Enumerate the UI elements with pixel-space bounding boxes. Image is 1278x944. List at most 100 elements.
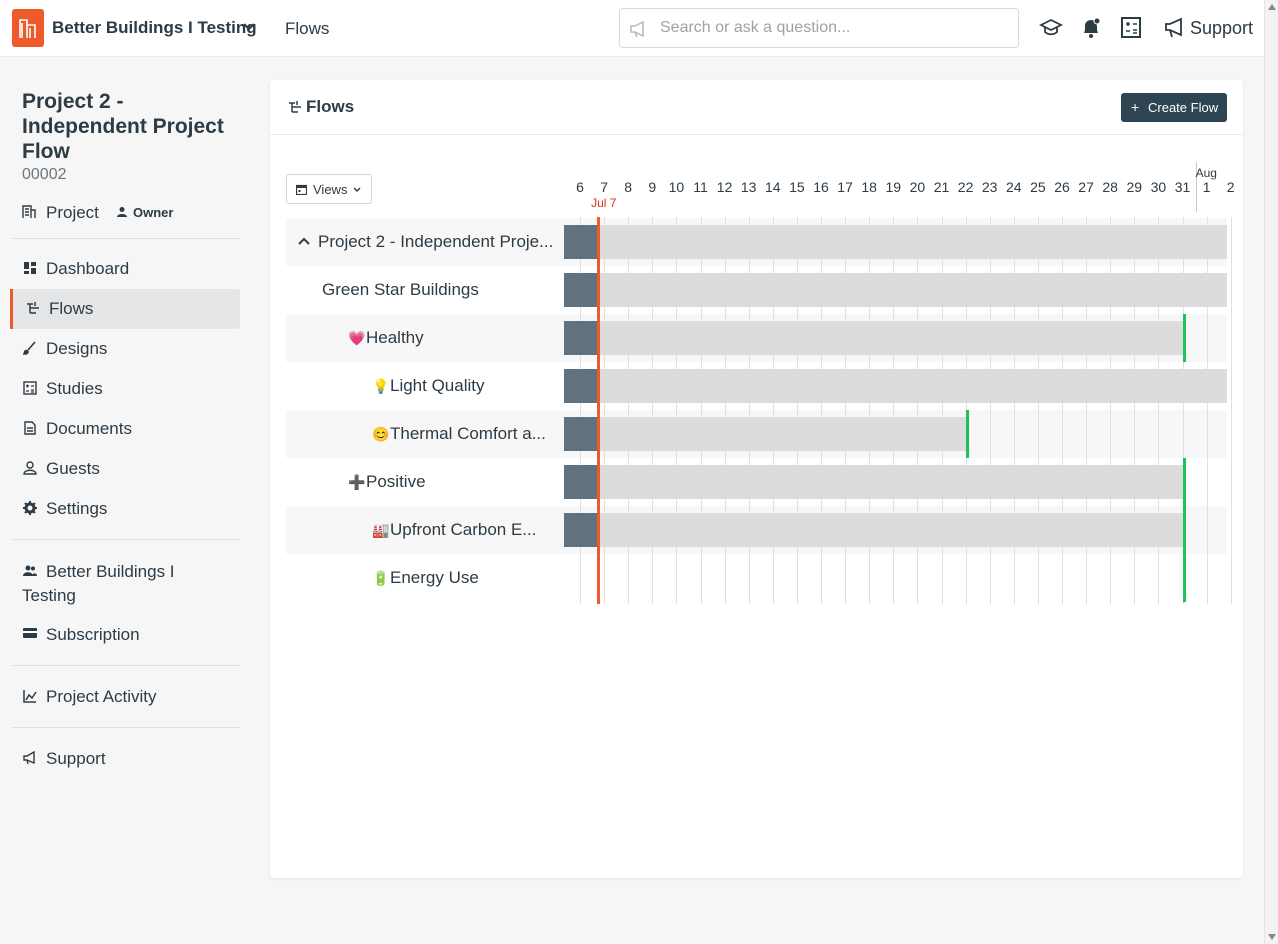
- grid-line: [604, 217, 606, 604]
- sidebar-item-guests[interactable]: Guests: [10, 449, 240, 489]
- gantt-bar-remaining[interactable]: [599, 225, 1227, 259]
- megaphone-icon: [23, 751, 35, 765]
- gantt-bar-elapsed[interactable]: [564, 321, 599, 355]
- logo-icon[interactable]: [12, 9, 44, 47]
- document-icon: [24, 421, 36, 435]
- sidebar-item-dashboard[interactable]: Dashboard: [10, 249, 240, 289]
- chevron-up-icon[interactable]: [298, 236, 310, 246]
- month-label: Aug: [1195, 166, 1217, 180]
- sidebar-item-organization[interactable]: Better Buildings I Testing: [22, 562, 175, 605]
- date-label: 12: [716, 179, 733, 195]
- date-label: 13: [740, 179, 757, 195]
- grid-line: [748, 217, 750, 604]
- gantt-bar-elapsed[interactable]: [564, 369, 599, 403]
- views-dropdown[interactable]: Views: [286, 174, 372, 204]
- grid-line: [1158, 217, 1160, 604]
- date-label: 18: [861, 179, 877, 195]
- grid-line: [700, 217, 702, 604]
- date-label: 25: [1030, 179, 1046, 195]
- today-label: Jul 7: [591, 196, 617, 210]
- graduation-cap-icon[interactable]: [1039, 16, 1063, 40]
- calculator-icon: [23, 381, 37, 395]
- users-icon: [23, 565, 37, 576]
- flows-card: Flows + Create Flow Views 6 7 8 9 10 11 12 13 14…: [270, 80, 1243, 878]
- gantt-bar-remaining[interactable]: [599, 465, 1184, 499]
- search-box[interactable]: [619, 8, 1019, 48]
- flow-row-label[interactable]: Project 2 - Independent Proje...: [298, 232, 553, 252]
- sidebar-item-support[interactable]: Support: [10, 739, 240, 779]
- date-label: 16: [813, 179, 829, 195]
- date-label: 6: [576, 179, 584, 195]
- date-label: 28: [1102, 179, 1118, 195]
- gantt-bar-elapsed[interactable]: [564, 417, 599, 451]
- sidebar-item-subscription[interactable]: Subscription: [10, 615, 240, 655]
- flow-emoji-icon: 🔋: [372, 570, 390, 586]
- flow-row-label[interactable]: 💡Light Quality: [372, 376, 485, 395]
- gantt-bar-elapsed[interactable]: [564, 273, 599, 307]
- sidebar-item-project-activity[interactable]: Project Activity: [10, 677, 240, 717]
- date-label: 9: [648, 179, 657, 195]
- gantt-bar-elapsed[interactable]: [564, 513, 599, 547]
- sidebar-divider: [12, 665, 240, 666]
- flow-row-label[interactable]: 😊Thermal Comfort a...: [372, 424, 546, 443]
- sidebar-item-documents[interactable]: Documents: [10, 409, 240, 449]
- deadline-marker: [1182, 506, 1186, 554]
- date-label: 10: [668, 179, 685, 195]
- section-title: Flows: [285, 19, 330, 38]
- flow-row-label[interactable]: 🔋Energy Use: [372, 568, 479, 587]
- create-flow-button[interactable]: + Create Flow: [1121, 93, 1227, 122]
- search-input[interactable]: [660, 17, 1010, 39]
- date-label: 31: [1174, 179, 1191, 195]
- flow-row-label[interactable]: Green Star Buildings: [322, 280, 479, 299]
- deadline-marker: [965, 410, 969, 458]
- flow-emoji-icon: 💗: [348, 330, 366, 346]
- bell-icon[interactable]: [1080, 16, 1102, 40]
- flow-row-label[interactable]: 💗Healthy: [348, 328, 424, 347]
- building-icon: [22, 205, 36, 218]
- date-label: 30: [1150, 179, 1167, 195]
- gantt-bar-elapsed[interactable]: [564, 465, 599, 499]
- sidebar-item-settings[interactable]: Settings: [10, 489, 240, 529]
- date-label: 27: [1078, 179, 1094, 195]
- chevron-down-icon[interactable]: [242, 20, 256, 34]
- sidebar-item-studies[interactable]: Studies: [10, 369, 240, 409]
- sidebar-divider: [12, 539, 240, 540]
- org-switcher[interactable]: Better Buildings I Testing: [52, 18, 257, 37]
- user-icon: [117, 207, 127, 217]
- sidebar-divider: [12, 238, 240, 239]
- grid-line: [724, 217, 726, 604]
- grid-line: [1134, 217, 1136, 604]
- flow-emoji-icon: 🏭: [372, 522, 390, 538]
- flows-icon: [27, 302, 39, 314]
- gantt-bar-remaining[interactable]: [599, 321, 1184, 355]
- grid-line: [1230, 217, 1232, 604]
- grid-line: [796, 217, 798, 604]
- gantt-bar-remaining[interactable]: [599, 273, 1227, 307]
- project-title: Project 2 - Independent Project Flow: [22, 90, 224, 163]
- sidebar-item-designs[interactable]: Designs: [10, 329, 240, 369]
- calculator-icon[interactable]: [1120, 16, 1142, 40]
- megaphone-icon: [630, 20, 644, 38]
- grid-line: [917, 217, 919, 604]
- deadline-marker: [1182, 458, 1186, 506]
- sidebar-item-flows[interactable]: Flows: [10, 289, 240, 329]
- user-icon: [23, 461, 37, 475]
- grid-line: [1062, 217, 1063, 604]
- gantt-bar-remaining[interactable]: [599, 369, 1227, 403]
- gantt-bar-remaining[interactable]: [599, 513, 1184, 547]
- page-scrollbar[interactable]: [1264, 0, 1278, 944]
- flow-row-label[interactable]: 🏭Upfront Carbon E...: [372, 520, 537, 539]
- gantt-bar-elapsed[interactable]: [564, 225, 599, 259]
- dashboard-icon: [24, 262, 36, 274]
- project-code: 00002: [22, 166, 67, 183]
- grid-line: [845, 217, 847, 604]
- flow-row-label[interactable]: ➕Positive: [348, 472, 426, 491]
- grid-line: [580, 217, 581, 604]
- flow-emoji-icon: 💡: [372, 378, 390, 394]
- gantt-bar-remaining[interactable]: [599, 417, 967, 451]
- gantt-chart: Views 6 7 8 9 10 11 12 13 14 15 16 17 18 19 20 21 22 23 24…: [270, 80, 1243, 878]
- grid-line: [652, 217, 654, 604]
- date-label: 8: [624, 179, 633, 195]
- support-link[interactable]: Support: [1164, 17, 1253, 39]
- date-label: 23: [981, 179, 998, 195]
